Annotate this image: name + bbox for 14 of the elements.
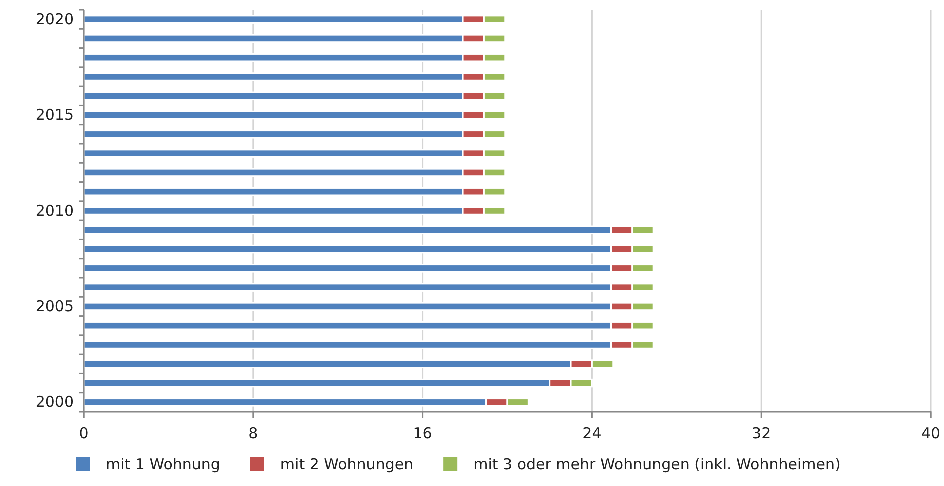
y-tick-label: 2000 — [36, 393, 74, 412]
y-tick-label: 2015 — [36, 106, 74, 124]
x-tick-label: 24 — [582, 424, 602, 443]
y-tick-label: 2020 — [36, 10, 74, 28]
legend-label: mit 2 Wohnungen — [280, 455, 414, 474]
x-tick-label: 40 — [921, 424, 941, 443]
x-tick-label: 16 — [413, 424, 432, 443]
legend-label: mit 3 oder mehr Wohnungen (inkl. Wohnheimen) — [474, 455, 841, 474]
x-tick-label: 32 — [752, 424, 772, 443]
x-tick-label: 8 — [248, 424, 258, 443]
legend-label: mit 1 Wohnung — [106, 455, 220, 474]
y-tick-label: 2005 — [36, 298, 74, 316]
x-tick-label: 0 — [79, 424, 89, 443]
y-tick-label: 2010 — [36, 202, 74, 220]
